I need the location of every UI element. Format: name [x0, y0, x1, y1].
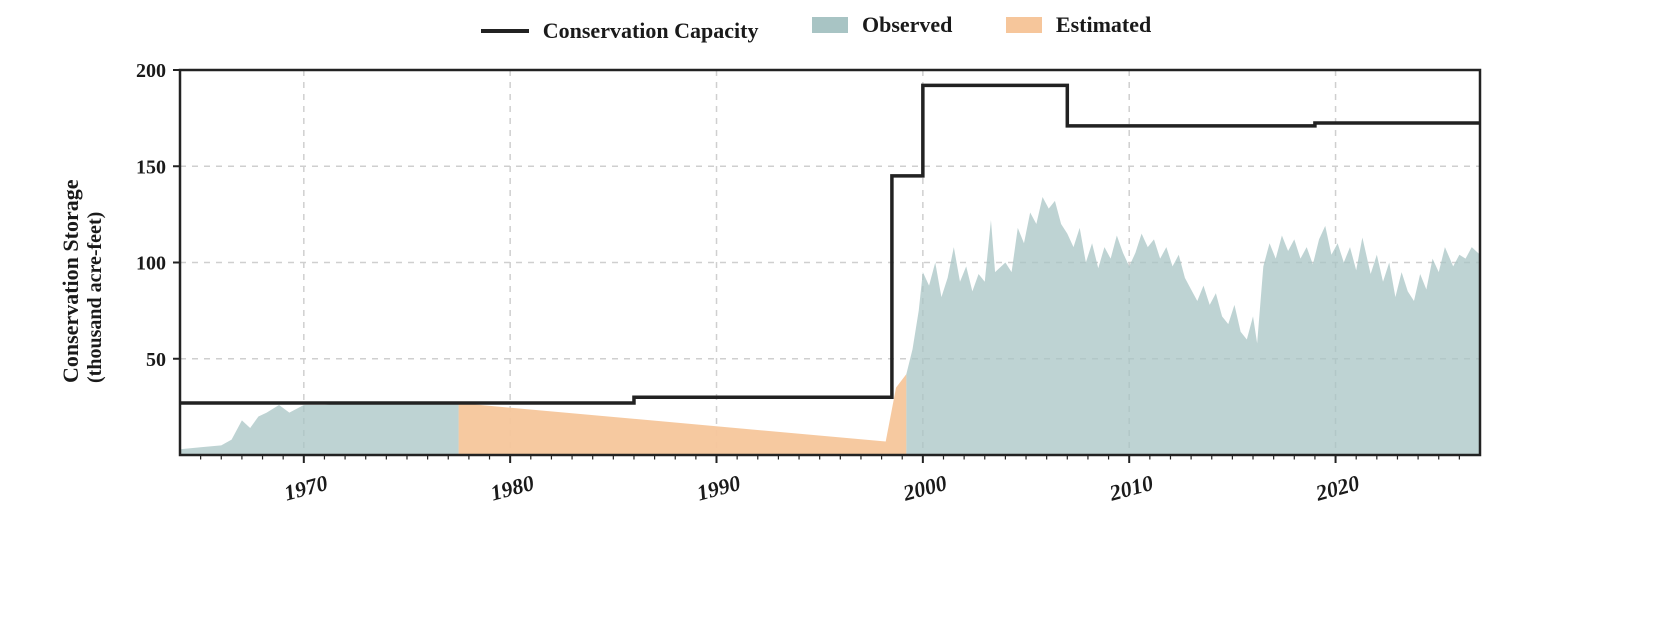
y-axis-label: Conservation Storage (thousand acre-feet… [58, 179, 107, 382]
estimated-area [459, 374, 907, 455]
legend-swatch-icon [1006, 17, 1042, 33]
legend-label: Estimated [1056, 12, 1151, 38]
x-tick-label: 1970 [281, 470, 330, 506]
plot-svg: 50 100 150 200 1970 1980 1990 2000 2010 2020 [0, 0, 1680, 630]
x-tick-label: 1980 [488, 470, 537, 506]
x-tick-label: 1990 [694, 470, 743, 506]
x-tick-label: 2010 [1106, 470, 1156, 506]
legend: Conservation Capacity Observed Estimated [0, 12, 1680, 44]
legend-item-estimated: Estimated [1006, 12, 1151, 38]
legend-item-capacity: Conservation Capacity [481, 18, 759, 44]
x-tick-label: 2000 [899, 470, 949, 506]
legend-item-observed: Observed [812, 12, 952, 38]
legend-line-icon [481, 29, 529, 33]
y-tick-label: 50 [146, 349, 166, 371]
x-tick-label: 2020 [1312, 470, 1362, 506]
conservation-storage-chart: Conservation Capacity Observed Estimated… [0, 0, 1680, 630]
legend-label: Observed [862, 12, 952, 38]
y-tick-label: 200 [136, 60, 166, 82]
y-tick-label: 150 [136, 156, 166, 178]
observed-area-late [906, 197, 1480, 455]
legend-swatch-icon [812, 17, 848, 33]
y-axis-label-line1: Conservation Storage [58, 179, 83, 382]
y-axis-label-line2: (thousand acre-feet) [84, 179, 107, 382]
y-tick-label: 100 [136, 253, 166, 275]
observed-area-early [180, 403, 459, 455]
legend-label: Conservation Capacity [543, 18, 759, 44]
